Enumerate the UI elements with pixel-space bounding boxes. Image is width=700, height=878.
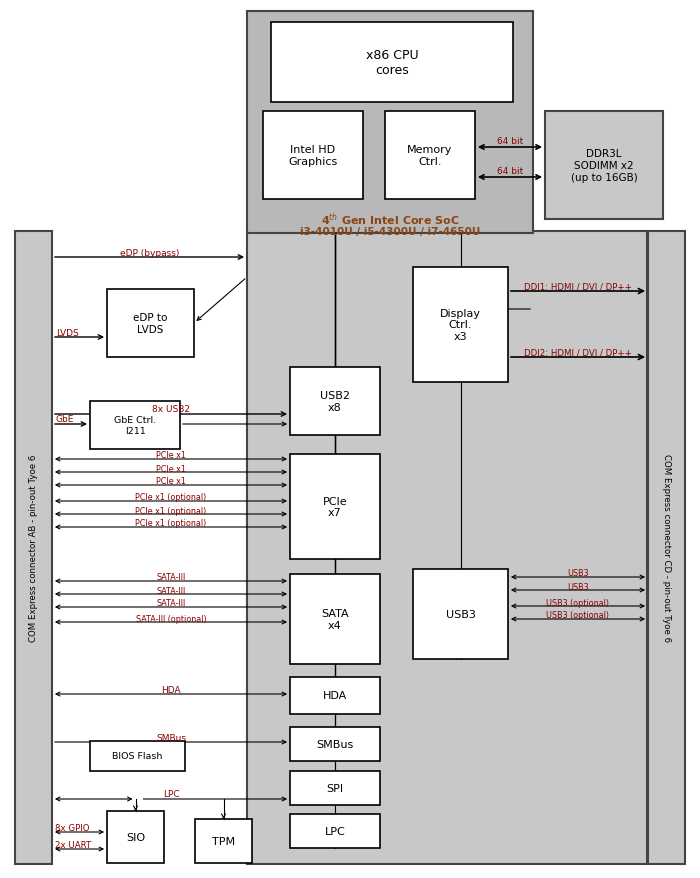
Text: USB3 (optional): USB3 (optional) <box>547 598 610 607</box>
Bar <box>195 819 252 863</box>
Bar <box>290 574 380 665</box>
Text: BIOS Flash: BIOS Flash <box>112 752 162 760</box>
Text: x86 CPU
cores: x86 CPU cores <box>365 49 419 77</box>
Text: Display
Ctrl.
x3: Display Ctrl. x3 <box>440 308 481 342</box>
Text: TPM: TPM <box>212 836 235 846</box>
Text: eDP (bypass): eDP (bypass) <box>120 248 179 257</box>
Text: PCIe x1 (optional): PCIe x1 (optional) <box>135 506 206 515</box>
Text: LPC: LPC <box>162 789 179 799</box>
Text: COM Express connector CD - pin-out Tyoe 6: COM Express connector CD - pin-out Tyoe … <box>662 454 671 642</box>
Bar <box>290 368 380 435</box>
Text: PCIe
x7: PCIe x7 <box>323 496 347 518</box>
Text: USB3: USB3 <box>446 609 475 619</box>
Text: USB3 (optional): USB3 (optional) <box>547 611 610 620</box>
Text: USB3: USB3 <box>567 569 589 578</box>
Text: PCIe x1 (optional): PCIe x1 (optional) <box>135 493 206 502</box>
Bar <box>385 112 475 200</box>
Text: 4$^{th}$ Gen Intel Core SoC: 4$^{th}$ Gen Intel Core SoC <box>321 212 459 228</box>
Text: COM Express connector AB - pin-out Tyoe 6: COM Express connector AB - pin-out Tyoe … <box>29 454 38 642</box>
Text: SATA
x4: SATA x4 <box>321 608 349 630</box>
Text: SMBus: SMBus <box>316 739 354 749</box>
Text: PCIe x1: PCIe x1 <box>156 477 186 486</box>
Bar <box>15 232 52 864</box>
Text: USB2
x8: USB2 x8 <box>320 391 350 413</box>
Bar <box>545 112 663 220</box>
Text: SATA-III: SATA-III <box>156 586 186 594</box>
Bar <box>290 771 380 805</box>
Bar <box>107 290 194 357</box>
Bar <box>247 12 533 234</box>
Bar <box>107 811 164 863</box>
Text: PCIe x1 (optional): PCIe x1 (optional) <box>135 519 206 528</box>
Text: 64 bit: 64 bit <box>497 137 523 147</box>
Bar <box>90 401 180 450</box>
Text: i3-4010U / i5-4300U / i7-4650U: i3-4010U / i5-4300U / i7-4650U <box>300 227 480 237</box>
Bar <box>271 23 513 103</box>
Bar <box>90 741 185 771</box>
Text: 8x GPIO: 8x GPIO <box>55 824 90 832</box>
Bar <box>413 569 508 659</box>
Bar <box>290 814 380 848</box>
Text: DDI2: HDMI / DVI / DP++: DDI2: HDMI / DVI / DP++ <box>524 348 632 357</box>
Text: SATA-III: SATA-III <box>156 572 186 582</box>
Bar <box>247 232 647 864</box>
Text: 2x UART: 2x UART <box>55 840 91 850</box>
Text: eDP to
LVDS: eDP to LVDS <box>133 313 168 335</box>
Text: SATA-III: SATA-III <box>156 599 186 608</box>
Text: DDI1: HDMI / DVI / DP++: DDI1: HDMI / DVI / DP++ <box>524 282 632 291</box>
Text: SPI: SPI <box>326 783 344 793</box>
Text: PCIe x1: PCIe x1 <box>156 464 186 473</box>
Text: GbE: GbE <box>55 415 74 424</box>
Text: Memory
Ctrl.: Memory Ctrl. <box>407 145 453 167</box>
Text: LPC: LPC <box>325 826 345 836</box>
Text: 64 bit: 64 bit <box>497 168 523 176</box>
Text: PCIe x1: PCIe x1 <box>156 451 186 460</box>
Bar <box>263 112 363 200</box>
Bar <box>290 727 380 761</box>
Bar <box>648 232 685 864</box>
Text: DDR3L
SODIMM x2
(up to 16GB): DDR3L SODIMM x2 (up to 16GB) <box>570 149 638 183</box>
Text: GbE Ctrl.
I211: GbE Ctrl. I211 <box>114 416 156 435</box>
Text: LVDS: LVDS <box>56 328 78 337</box>
Text: Intel HD
Graphics: Intel HD Graphics <box>288 145 337 167</box>
Bar <box>290 677 380 714</box>
Text: SMBus: SMBus <box>156 734 186 743</box>
Text: 8x USB2: 8x USB2 <box>152 405 190 414</box>
Text: SIO: SIO <box>126 832 145 842</box>
Bar <box>290 455 380 559</box>
Text: USB3: USB3 <box>567 582 589 591</box>
Text: HDA: HDA <box>323 691 347 701</box>
Bar <box>413 268 508 383</box>
Text: HDA: HDA <box>161 686 181 694</box>
Text: SATA-III (optional): SATA-III (optional) <box>136 614 206 623</box>
